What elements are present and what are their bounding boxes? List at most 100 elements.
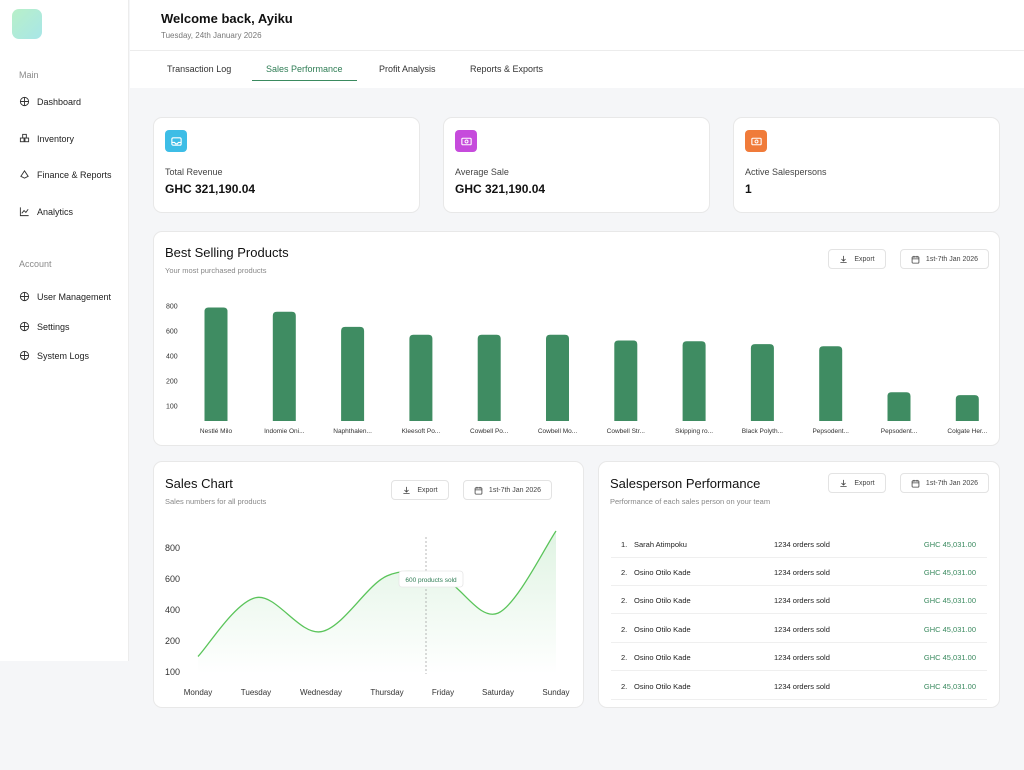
date-range-label: 1st-7th Jan 2026 — [925, 479, 979, 487]
tab-transaction-log[interactable]: Transaction Log — [167, 64, 232, 74]
sales-amount: GHC 45,031.00 — [923, 540, 976, 549]
current-date: Tuesday, 24th January 2026 — [161, 31, 262, 40]
bar[interactable] — [477, 334, 501, 421]
bar[interactable] — [409, 334, 433, 421]
table-row[interactable]: 2. Osino Otilo Kade 1234 orders sold GHC… — [611, 586, 987, 614]
settings-icon — [19, 321, 30, 332]
area-fill — [198, 530, 556, 674]
y-tick-label: 100 — [166, 404, 178, 411]
date-range-label: 1st-7th Jan 2026 — [488, 486, 542, 494]
orders-sold: 1234 orders sold — [774, 540, 830, 549]
table-row[interactable]: 2. Osino Otilo Kade 1234 orders sold GHC… — [611, 672, 987, 700]
sidebar-item-user-management[interactable]: User Management — [19, 291, 111, 302]
stat-label: Active Salespersons — [745, 167, 827, 177]
inventory-icon — [19, 133, 30, 143]
analytics-icon — [19, 207, 29, 217]
page-header: Welcome back, Ayiku Tuesday, 24th Januar… — [130, 0, 1024, 51]
app-logo[interactable] — [12, 9, 42, 39]
sales-amount: GHC 45,031.00 — [923, 596, 976, 605]
x-tick-label: Cowbell Mo... — [538, 428, 578, 435]
date-range-picker[interactable]: 1st-7th Jan 2026 — [900, 249, 989, 269]
tab-reports-exports[interactable]: Reports & Exports — [470, 64, 544, 74]
card-subtitle: Sales numbers for all products — [165, 497, 267, 506]
finance-icon — [20, 170, 29, 179]
sales-line-chart: 800 600 400 200 100 600 products sold Monday Tu… — [165, 530, 570, 697]
sidebar-item-analytics[interactable]: Analytics — [19, 206, 73, 217]
tab-sales-performance[interactable]: Sales Performance — [266, 64, 343, 74]
y-tick-label: 400 — [165, 605, 180, 615]
export-button[interactable]: Export — [828, 249, 886, 269]
date-range-picker[interactable]: 1st-7th Jan 2026 — [900, 473, 989, 493]
bar[interactable] — [614, 340, 638, 422]
bar[interactable] — [682, 341, 706, 421]
section-label-account: Account — [19, 259, 52, 269]
inbox-icon — [165, 130, 187, 152]
sidebar-item-label: Finance & Reports — [37, 169, 112, 180]
stat-card-average-sale: Average Sale GHC 321,190.04 — [443, 117, 710, 213]
x-tick-label: Naphthalen... — [333, 428, 372, 435]
x-tick-label: Nestlé Milo — [200, 428, 233, 435]
series-line[interactable] — [197, 530, 557, 657]
export-label: Export — [854, 479, 875, 487]
sidebar-item-finance[interactable]: Finance & Reports — [19, 169, 112, 180]
bar[interactable] — [819, 346, 843, 421]
tab-bar: Transaction Log Sales Performance Profit… — [130, 51, 1024, 88]
cash-icon — [455, 130, 477, 152]
table-row[interactable]: 1. Sarah Atimpoku 1234 orders sold GHC 4… — [611, 530, 987, 558]
sidebar-item-label: Inventory — [37, 133, 75, 144]
sales-amount: GHC 45,031.00 — [923, 653, 976, 662]
sidebar-item-label: Dashboard — [37, 96, 82, 107]
orders-sold: 1234 orders sold — [774, 653, 830, 662]
orders-sold: 1234 orders sold — [774, 625, 830, 634]
y-tick-label: 800 — [166, 304, 178, 311]
table-row[interactable]: 2. Osino Otilo Kade 1234 orders sold GHC… — [611, 615, 987, 643]
table-row[interactable]: 2. Osino Otilo Kade 1234 orders sold GHC… — [611, 558, 987, 586]
x-tick-label: Kleesoft Po... — [402, 428, 441, 435]
table-row[interactable]: 2. Osino Otilo Kade 1234 orders sold GHC… — [611, 643, 987, 671]
salesperson-name: Osino Otilo Kade — [634, 568, 691, 577]
y-tick-label: 200 — [165, 636, 180, 646]
x-tick-label: Pepsodent... — [881, 428, 918, 435]
x-tick-label: Tuesday — [241, 688, 271, 697]
sales-chart-card: Sales Chart Sales numbers for all produc… — [153, 461, 584, 708]
download-icon — [403, 486, 411, 494]
export-button[interactable]: Export — [828, 473, 886, 493]
bar[interactable] — [955, 395, 979, 421]
card-title: Sales Chart — [165, 476, 233, 491]
bar[interactable] — [341, 326, 365, 421]
sidebar-item-label: Settings — [37, 321, 70, 332]
bar[interactable] — [887, 392, 911, 421]
orders-sold: 1234 orders sold — [774, 596, 830, 605]
date-range-picker[interactable]: 1st-7th Jan 2026 — [463, 480, 552, 500]
sidebar-item-dashboard[interactable]: Dashboard — [19, 96, 81, 107]
best-selling-card: Best Selling Products Your most purchase… — [153, 231, 1000, 446]
sidebar-item-label: System Logs — [37, 350, 90, 361]
tab-profit-analysis[interactable]: Profit Analysis — [379, 64, 436, 74]
bar[interactable] — [546, 334, 569, 421]
cash-icon — [745, 130, 767, 152]
bar[interactable] — [204, 307, 228, 421]
export-button[interactable]: Export — [391, 480, 449, 500]
dashboard-icon — [19, 96, 30, 107]
sidebar-item-settings[interactable]: Settings — [19, 321, 70, 332]
rank: 1. — [621, 540, 628, 549]
active-tab-indicator — [252, 80, 357, 81]
sidebar: Main Dashboard Inventory Finance & Repor… — [0, 0, 129, 661]
sales-amount: GHC 45,031.00 — [923, 568, 976, 577]
x-tick-label: Cowbell Str... — [607, 428, 645, 435]
x-tick-label: Black Polyth... — [742, 428, 783, 435]
salesperson-name: Osino Otilo Kade — [634, 682, 691, 691]
calendar-icon — [911, 255, 920, 264]
sidebar-item-inventory[interactable]: Inventory — [19, 133, 74, 144]
stat-value: GHC 321,190.04 — [455, 182, 546, 196]
sales-amount: GHC 45,031.00 — [923, 625, 976, 634]
salesperson-card: Salesperson Performance Performance of e… — [598, 461, 1000, 708]
rank: 2. — [621, 568, 628, 577]
bar[interactable] — [750, 344, 774, 421]
y-tick-label: 100 — [165, 667, 180, 677]
bar[interactable] — [272, 311, 296, 421]
x-tick-label: Pepsodent... — [812, 428, 849, 435]
sidebar-item-system-logs[interactable]: System Logs — [19, 350, 89, 361]
y-tick-label: 800 — [165, 543, 180, 553]
download-icon — [840, 479, 848, 487]
